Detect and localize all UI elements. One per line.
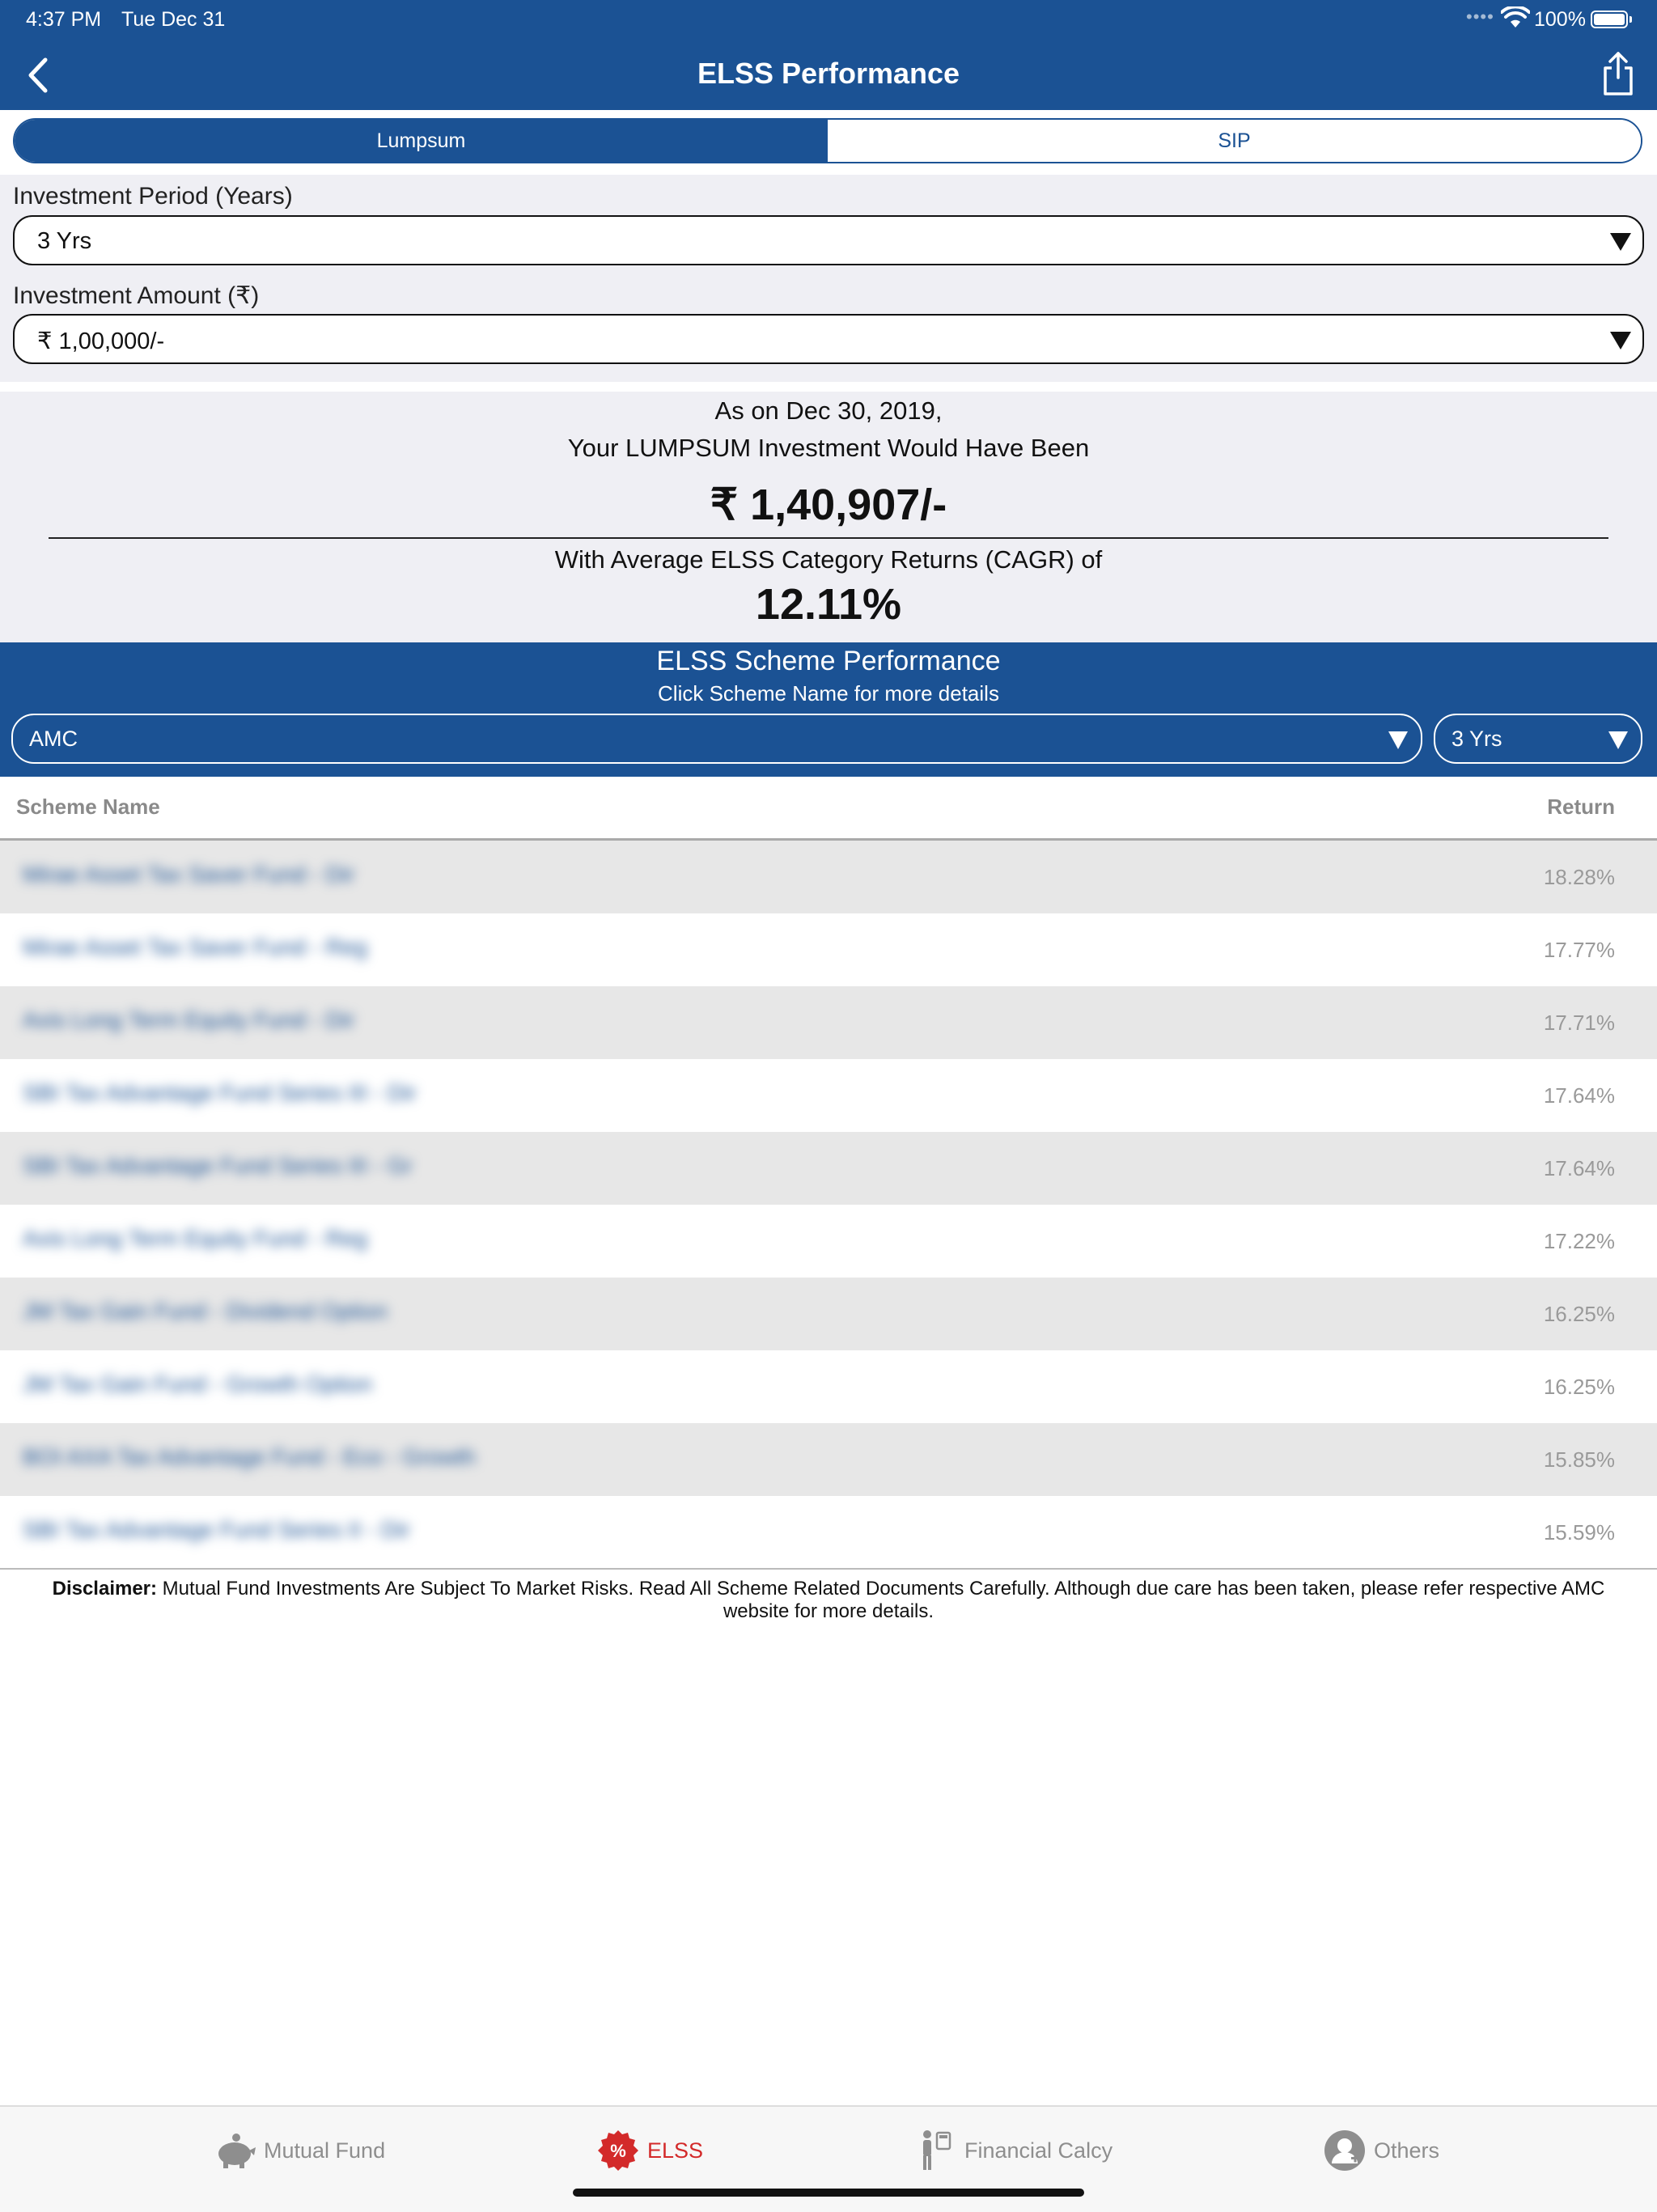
status-date: Tue Dec 31 bbox=[121, 8, 226, 31]
scheme-return: 15.85% bbox=[1543, 1447, 1615, 1472]
table-row[interactable]: JM Tax Gain Fund - Growth Option 16.25% bbox=[0, 1350, 1657, 1423]
cagr-value: 12.11% bbox=[755, 580, 902, 629]
scheme-return: 17.64% bbox=[1543, 1083, 1615, 1108]
share-icon[interactable] bbox=[1600, 50, 1636, 97]
performance-title: ELSS Scheme Performance bbox=[656, 646, 1001, 676]
period-filter-value: 3 Yrs bbox=[1451, 727, 1502, 751]
person-calculator-icon bbox=[923, 2130, 951, 2170]
triangle-down-icon bbox=[1610, 233, 1631, 251]
table-row[interactable]: SBI Tax Advantage Fund Series II - Dir 15… bbox=[0, 1496, 1657, 1569]
scheme-name[interactable]: SBI Tax Advantage Fund Series II - Dir bbox=[23, 1517, 410, 1542]
table-row[interactable]: BOI AXA Tax Advantage Fund - Eco - Growt… bbox=[0, 1423, 1657, 1496]
tab-label: ELSS bbox=[647, 2138, 704, 2163]
triangle-down-icon bbox=[1388, 731, 1408, 749]
table-row[interactable]: Mirae Asset Tax Saver Fund - Dir 18.28% bbox=[0, 841, 1657, 913]
nav-bar: ELSS Performance bbox=[0, 39, 1657, 110]
table-row[interactable]: SBI Tax Advantage Fund Series III - Gr 17… bbox=[0, 1132, 1657, 1205]
home-indicator bbox=[573, 2189, 1084, 2197]
cagr-caption: With Average ELSS Category Returns (CAGR… bbox=[554, 545, 1103, 574]
chevron-left-icon[interactable] bbox=[23, 55, 55, 95]
table-row[interactable]: SBI Tax Advantage Fund Series III - Dir 1… bbox=[0, 1059, 1657, 1132]
tab-elss[interactable]: % ELSS bbox=[595, 2126, 703, 2175]
tab-label: Mutual Fund bbox=[264, 2138, 386, 2163]
segment-sip[interactable]: SIP bbox=[828, 120, 1641, 162]
mode-segment-container: Lumpsum SIP bbox=[0, 110, 1657, 175]
result-amount: ₹ 1,40,907/- bbox=[710, 481, 947, 529]
scheme-name[interactable]: Axis Long Term Equity Fund - Reg bbox=[23, 1226, 367, 1251]
period-filter-select[interactable]: 3 Yrs bbox=[1434, 714, 1642, 764]
tab-mutual-fund[interactable]: Mutual Fund bbox=[212, 2126, 385, 2175]
table-header: Scheme Name Return bbox=[0, 780, 1657, 841]
scheme-return: 18.28% bbox=[1543, 865, 1615, 889]
investment-form: Investment Period (Years) 3 Yrs Investme… bbox=[0, 175, 1657, 382]
scheme-name[interactable]: JM Tax Gain Fund - Growth Option bbox=[23, 1371, 373, 1396]
amount-label: Investment Amount (₹) bbox=[13, 282, 260, 309]
amount-value: ₹ 1,00,000/- bbox=[37, 328, 165, 354]
signal-icon: •••• bbox=[1466, 6, 1494, 27]
scheme-return: 17.71% bbox=[1543, 1011, 1615, 1035]
bottom-tab-bar: Mutual Fund % ELSS Financial Calcy Other… bbox=[0, 2105, 1657, 2212]
status-bar: 4:37 PM Tue Dec 31 •••• 100% bbox=[0, 0, 1657, 39]
tab-financial-calcy[interactable]: Financial Calcy bbox=[913, 2126, 1112, 2175]
scheme-name[interactable]: BOI AXA Tax Advantage Fund - Eco - Growt… bbox=[23, 1444, 476, 1469]
table-bottom-divider bbox=[0, 1568, 1657, 1570]
scheme-return: 16.25% bbox=[1543, 1375, 1615, 1399]
amc-filter-select[interactable]: AMC bbox=[11, 714, 1422, 764]
scheme-return: 16.25% bbox=[1543, 1302, 1615, 1326]
page-title: ELSS Performance bbox=[697, 57, 960, 90]
column-header-return: Return bbox=[1547, 795, 1615, 819]
amount-select[interactable]: ₹ 1,00,000/- bbox=[13, 314, 1644, 364]
scheme-name[interactable]: JM Tax Gain Fund - Dividend Option bbox=[23, 1299, 388, 1324]
period-select[interactable]: 3 Yrs bbox=[13, 215, 1644, 265]
scheme-return: 17.22% bbox=[1543, 1229, 1615, 1253]
table-row[interactable]: Mirae Asset Tax Saver Fund - Reg 17.77% bbox=[0, 913, 1657, 986]
wifi-icon bbox=[1501, 6, 1530, 28]
table-row[interactable]: Axis Long Term Equity Fund - Dir 17.71% bbox=[0, 986, 1657, 1059]
scheme-return: 15.59% bbox=[1543, 1520, 1615, 1545]
as-on-date-text: As on Dec 30, 2019, bbox=[714, 396, 943, 425]
battery-percent: 100% bbox=[1534, 8, 1586, 31]
disclaimer-label: Disclaimer: bbox=[52, 1578, 158, 1600]
disclaimer-text: Mutual Fund Investments Are Subject To M… bbox=[157, 1578, 1605, 1622]
user-plus-icon bbox=[1324, 2130, 1365, 2171]
mode-segmented-control: Lumpsum SIP bbox=[13, 118, 1642, 163]
tab-label: Financial Calcy bbox=[964, 2138, 1113, 2163]
tab-label: Others bbox=[1374, 2138, 1440, 2163]
table-row[interactable]: JM Tax Gain Fund - Dividend Option 16.25% bbox=[0, 1278, 1657, 1350]
triangle-down-icon bbox=[1610, 332, 1631, 350]
status-time: 4:37 PM bbox=[26, 8, 102, 31]
scheme-name[interactable]: Mirae Asset Tax Saver Fund - Dir bbox=[23, 862, 355, 887]
column-header-scheme: Scheme Name bbox=[16, 795, 160, 819]
battery-tip bbox=[1629, 16, 1632, 23]
piggy-bank-icon bbox=[218, 2134, 256, 2168]
percent-badge-icon: % bbox=[598, 2130, 638, 2171]
scheme-name[interactable]: Mirae Asset Tax Saver Fund - Reg bbox=[23, 934, 367, 960]
disclaimer: Disclaimer: Mutual Fund Investments Are … bbox=[40, 1578, 1617, 1623]
triangle-down-icon bbox=[1608, 731, 1628, 749]
scheme-return: 17.64% bbox=[1543, 1156, 1615, 1180]
period-label: Investment Period (Years) bbox=[13, 183, 293, 210]
result-caption: Your LUMPSUM Investment Would Have Been bbox=[567, 434, 1090, 462]
svg-text:%: % bbox=[610, 2141, 626, 2161]
scheme-name[interactable]: SBI Tax Advantage Fund Series III - Dir bbox=[23, 1080, 417, 1105]
amc-filter-value: AMC bbox=[29, 727, 78, 751]
scheme-name[interactable]: Axis Long Term Equity Fund - Dir bbox=[23, 1007, 355, 1032]
scheme-list: Mirae Asset Tax Saver Fund - Dir 18.28% M… bbox=[0, 841, 1657, 1569]
scheme-performance-header: ELSS Scheme Performance Click Scheme Nam… bbox=[0, 642, 1657, 777]
performance-subtitle: Click Scheme Name for more details bbox=[658, 681, 999, 706]
summary-divider bbox=[49, 537, 1608, 539]
result-summary: As on Dec 30, 2019, Your LUMPSUM Investm… bbox=[0, 392, 1657, 642]
scheme-name[interactable]: SBI Tax Advantage Fund Series III - Gr bbox=[23, 1153, 413, 1178]
scheme-return: 17.77% bbox=[1543, 938, 1615, 962]
segment-lumpsum[interactable]: Lumpsum bbox=[15, 120, 828, 162]
period-value: 3 Yrs bbox=[37, 228, 92, 254]
table-row[interactable]: Axis Long Term Equity Fund - Reg 17.22% bbox=[0, 1205, 1657, 1278]
battery-icon bbox=[1591, 11, 1628, 28]
tab-others[interactable]: Others bbox=[1322, 2126, 1439, 2175]
